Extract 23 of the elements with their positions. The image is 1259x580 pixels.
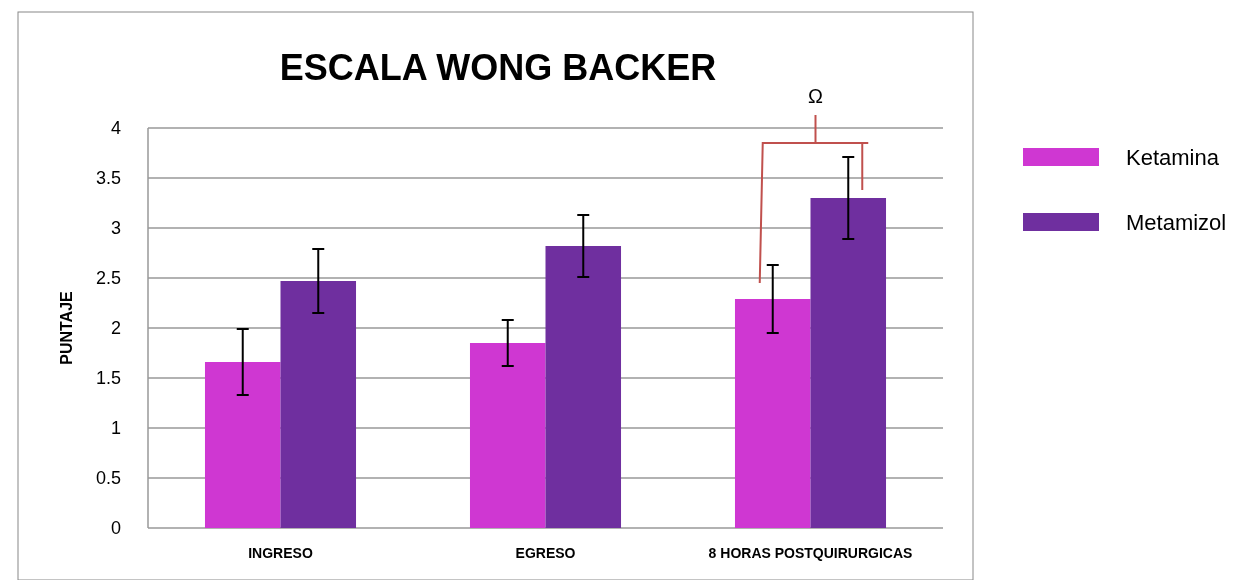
y-tick-label: 0 bbox=[110, 518, 121, 539]
x-tick-label: 8 HORAS POSTQUIRURGICAS bbox=[708, 545, 913, 561]
y-tick-label: 4 bbox=[110, 118, 121, 139]
bar bbox=[469, 343, 546, 528]
legend-label: Metamizol bbox=[1126, 209, 1227, 235]
y-axis-title: PUNTAJE bbox=[58, 290, 75, 365]
bar bbox=[204, 362, 281, 528]
y-tick-label: 1 bbox=[110, 418, 121, 439]
y-tick-label: 3.5 bbox=[95, 168, 121, 189]
bar bbox=[734, 299, 811, 528]
legend-label: Ketamina bbox=[1126, 144, 1220, 170]
y-tick-label: 0.5 bbox=[95, 468, 121, 489]
y-tick-label: 1.5 bbox=[95, 368, 121, 389]
bar bbox=[810, 198, 887, 528]
text: Ω bbox=[808, 85, 824, 107]
x-tick-label: INGRESO bbox=[248, 545, 313, 561]
y-tick-label: 2 bbox=[110, 318, 121, 339]
y-tick-label: 2.5 bbox=[95, 268, 121, 289]
bar bbox=[280, 281, 357, 528]
chart-title: ESCALA WONG BACKER bbox=[279, 47, 717, 88]
y-tick-label: 3 bbox=[110, 218, 121, 239]
x-tick-label: EGRESO bbox=[515, 545, 576, 561]
bar bbox=[545, 246, 622, 528]
